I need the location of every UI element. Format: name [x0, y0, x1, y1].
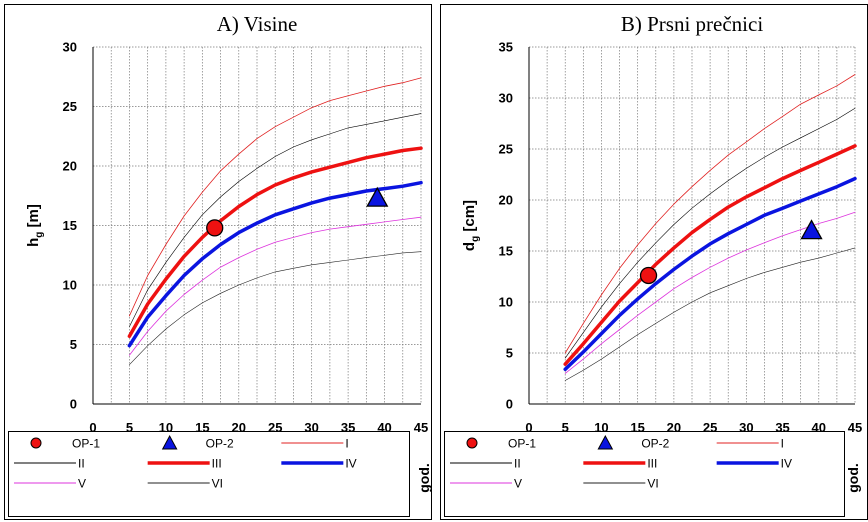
x-tick-label: 45: [414, 420, 428, 435]
legend-label: OP-1: [508, 437, 536, 451]
legend-label: VI: [212, 477, 223, 491]
legend-marker-op-2: [161, 434, 178, 450]
x-tick-label: 5: [126, 420, 133, 435]
legend-item: I: [281, 437, 349, 451]
series-line-iii: [563, 144, 857, 366]
series-line-i: [564, 74, 856, 354]
y-axis-label-unit: [m]: [25, 204, 42, 232]
legend-item: VI: [583, 477, 659, 491]
y-tick-label: 0: [70, 397, 77, 412]
legend-label: II: [514, 457, 521, 471]
legend-box: [444, 431, 845, 517]
y-tick-label: 25: [63, 99, 77, 114]
legend-label: I: [345, 437, 348, 451]
point-op-1-marker: [639, 266, 658, 285]
x-tick-label: 0: [89, 420, 96, 435]
series-line-i: [129, 77, 422, 317]
chart-title: A) Visine: [217, 12, 298, 36]
series-line-iv: [127, 180, 423, 348]
y-axis-label-main: h: [25, 238, 42, 247]
legend-label: OP-1: [72, 437, 100, 451]
y-tick-label: 10: [63, 278, 77, 293]
series-line-iv: [563, 176, 857, 372]
point-op-2-marker: [366, 186, 389, 207]
x-axis-label: god.: [845, 463, 861, 493]
legend-label: V: [514, 477, 522, 491]
series-line-ii: [564, 107, 856, 359]
x-tick-label: 5: [562, 420, 569, 435]
y-tick-label: 30: [499, 91, 513, 106]
series-group: [127, 77, 423, 365]
series-line-iii: [127, 146, 423, 338]
legend: OP-1 OP-2 III III IVV VI: [444, 431, 845, 517]
legend-item: OP-1: [466, 437, 536, 451]
legend-marker-op-1: [30, 437, 42, 449]
y-tick-label: 25: [499, 142, 513, 157]
x-tick-label: 45: [848, 420, 862, 435]
legend-marker-op-2: [597, 434, 614, 450]
series-line-vi: [129, 251, 422, 365]
y-tick-label: 5: [506, 346, 513, 361]
series-line-ii: [129, 113, 422, 327]
legend-item: OP-1: [30, 437, 100, 451]
legend-item: IV: [716, 457, 792, 471]
legend: OP-1 OP-2 III III IVV VI: [8, 431, 410, 517]
legend-item: OP-2: [597, 434, 670, 451]
legend-label: IV: [781, 457, 792, 471]
y-axis-label-unit: [cm]: [461, 200, 478, 236]
legend-item: V: [14, 477, 86, 491]
legend-box: [8, 431, 410, 517]
legend-item: III: [583, 457, 657, 471]
series-group: [563, 74, 857, 381]
y-tick-label: 0: [506, 397, 513, 412]
point-op-2-marker: [800, 219, 823, 240]
legend-item: III: [147, 457, 222, 471]
y-tick-label: 35: [499, 40, 513, 55]
grid-vertical: [528, 47, 856, 404]
legend-marker-op-1: [466, 437, 478, 449]
legend-label: VI: [647, 477, 658, 491]
y-tick-label: 20: [63, 159, 77, 174]
legend-label: III: [647, 457, 657, 471]
y-tick-label: 20: [499, 193, 513, 208]
legend-label: IV: [345, 457, 356, 471]
chart-title: B) Prsni prečnici: [621, 12, 763, 36]
legend-label: II: [78, 457, 85, 471]
legend-label: III: [212, 457, 222, 471]
series-line-vi: [564, 247, 856, 381]
y-tick-label: 15: [63, 218, 77, 233]
y-tick-label: 10: [499, 295, 513, 310]
legend-item: II: [14, 457, 85, 471]
legend-item: VI: [147, 477, 223, 491]
y-axis-label-main: d: [461, 242, 478, 251]
y-tick-label: 5: [70, 337, 77, 352]
legend-item: II: [450, 457, 521, 471]
legend-item: OP-2: [161, 434, 234, 451]
legend-label: OP-2: [641, 437, 669, 451]
point-op-1-marker: [206, 219, 224, 237]
y-tick-label: 15: [499, 244, 513, 259]
legend-item: V: [450, 477, 522, 491]
y-axis-label-subscript: g: [34, 232, 45, 238]
x-axis-label: god.: [416, 463, 432, 493]
legend-item: IV: [281, 457, 357, 471]
legend-label: I: [781, 437, 784, 451]
y-axis-label: dg [cm]: [461, 200, 481, 251]
series-line-v: [129, 216, 422, 356]
legend-label: V: [78, 477, 86, 491]
series-line-v: [564, 211, 856, 374]
legend-item: I: [716, 437, 784, 451]
legend-label: OP-2: [206, 437, 234, 451]
x-tick-label: 0: [525, 420, 532, 435]
y-axis-label-subscript: g: [470, 236, 481, 242]
y-axis-label: hg [m]: [25, 204, 45, 247]
y-tick-label: 30: [63, 40, 77, 55]
